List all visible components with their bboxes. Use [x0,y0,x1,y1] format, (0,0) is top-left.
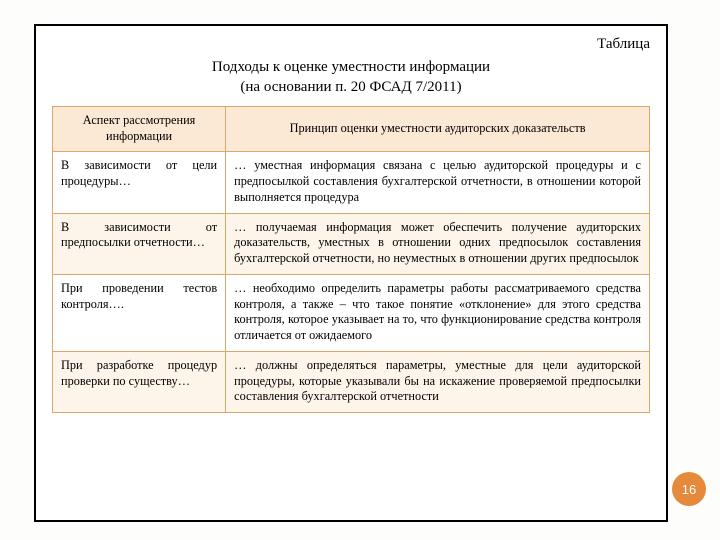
table-row: При разработке процедур проверки по суще… [53,351,650,412]
table-cell: При проведении тестов контроля…. [53,274,226,351]
table-cell: … должны определяться параметры, уместны… [226,351,650,412]
table-header-row: Аспект рассмотрения информации Принцип о… [53,107,650,152]
page-number: 16 [682,482,696,497]
table-row: В зависимости от предпосылки отчетности…… [53,213,650,274]
table-row: В зависимости от цели процедуры… … умест… [53,152,650,213]
main-table: Аспект рассмотрения информации Принцип о… [52,106,650,413]
table-cell: … уместная информация связана с целью ау… [226,152,650,213]
table-cell: … получаемая информация может обеспечить… [226,213,650,274]
table-cell: При разработке процедур проверки по суще… [53,351,226,412]
slide-title-line2: (на основании п. 20 ФСАД 7/2011) [52,79,650,96]
table-row: При проведении тестов контроля…. … необх… [53,274,650,351]
page-number-badge: 16 [672,472,706,506]
slide-frame: Таблица Подходы к оценке уместности инфо… [34,24,668,522]
table-cell: В зависимости от цели процедуры… [53,152,226,213]
table-cell: В зависимости от предпосылки отчетности… [53,213,226,274]
table-label: Таблица [52,36,650,53]
slide-title-line1: Подходы к оценке уместности информации [52,59,650,76]
table-cell: … необходимо определить параметры работы… [226,274,650,351]
table-header-cell: Аспект рассмотрения информации [53,107,226,152]
table-header-cell: Принцип оценки уместности аудиторских до… [226,107,650,152]
